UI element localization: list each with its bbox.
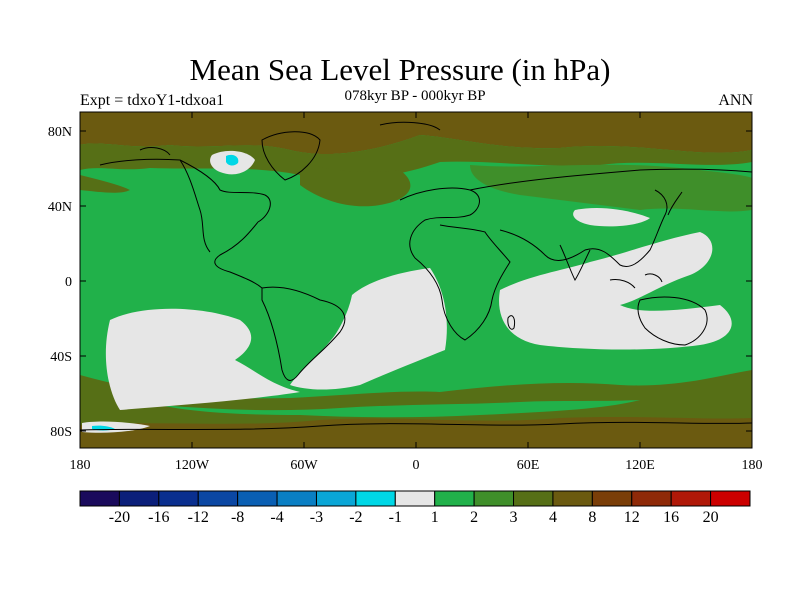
colorbar-swatch (394, 490, 436, 507)
colorbar: -20 -16 -12 -8 -4 -3 -2 -1 1 2 3 4 8 12 16 20 (79, 490, 751, 526)
colorbar-label: -8 (231, 509, 244, 526)
antarctic-brown-region (80, 417, 752, 448)
lon-tick-label: 60E (517, 458, 540, 473)
colorbar-swatch (710, 490, 751, 507)
colorbar-swatch (276, 490, 317, 507)
time-range-label: 078kyr BP - 000kyr BP (344, 88, 486, 104)
colorbar-swatch (591, 490, 633, 507)
colorbar-swatch (670, 490, 712, 507)
experiment-label: Expt = tdxoY1-tdxoa1 (80, 92, 225, 109)
lon-tick-label: 120W (175, 458, 210, 473)
colorbar-label: -16 (148, 509, 169, 526)
lat-tick-label: 40S (50, 350, 72, 365)
arctic-high-region (80, 112, 752, 155)
lon-tick-label: 180 (70, 458, 91, 473)
colorbar-label: 8 (588, 509, 596, 526)
season-label: ANN (718, 92, 753, 109)
map-title: Mean Sea Level Pressure (in hPa) (189, 52, 611, 87)
north-atlantic-olive (300, 160, 411, 207)
lon-tick-label: 120E (625, 458, 655, 473)
colorbar-label: -12 (188, 509, 209, 526)
colorbar-label: -1 (389, 509, 402, 526)
colorbar-label: 2 (470, 509, 478, 526)
colorbar-label: 12 (624, 509, 640, 526)
colorbar-swatch (355, 490, 396, 507)
greenland-cyan-core (226, 154, 239, 166)
colorbar-label: -4 (270, 509, 283, 526)
west-pacific-light-patch (573, 207, 650, 227)
coastlines (80, 121, 752, 431)
lon-tick-label: 0 (413, 458, 420, 473)
colorbar-swatch (197, 490, 239, 507)
colorbar-swatch (631, 490, 672, 507)
colorbar-swatch (552, 490, 593, 507)
colorbar-swatch (118, 490, 160, 507)
colorbar-label: -3 (310, 509, 323, 526)
colorbar-swatch (315, 490, 357, 507)
colorbar-label: 4 (549, 509, 557, 526)
colorbar-swatch (513, 490, 554, 507)
lat-tick-label: 80N (48, 125, 72, 140)
colorbar-label: 16 (663, 509, 679, 526)
latitude-axis: 80N 40N 0 40S 80S (48, 125, 752, 440)
colorbar-swatch (473, 490, 515, 507)
indian-ocean-light-region (499, 232, 732, 350)
colorbar-label: 3 (510, 509, 518, 526)
lat-tick-label: 40N (48, 200, 72, 215)
colorbar-swatch (158, 490, 199, 507)
colorbar-label: 20 (703, 509, 719, 526)
lat-tick-label: 0 (65, 275, 72, 290)
lat-tick-label: 80S (50, 425, 72, 440)
south-atlantic-light-region (290, 268, 447, 390)
colorbar-label: -20 (109, 509, 130, 526)
colorbar-label: 1 (431, 509, 439, 526)
north-pacific-olive (80, 175, 130, 193)
colorbar-swatch (434, 490, 475, 507)
asia-olive-region (470, 164, 752, 212)
south-pacific-light-region (105, 308, 300, 410)
map-field (80, 112, 752, 448)
lon-tick-label: 60W (290, 458, 318, 473)
lon-tick-label: 180 (742, 458, 763, 473)
southern-green-strip (160, 400, 640, 418)
colorbar-swatch (79, 490, 120, 507)
longitude-axis: 180 120W 60W 0 60E 120E 180 (70, 112, 763, 473)
colorbar-swatch (237, 490, 278, 507)
colorbar-label: -2 (349, 509, 362, 526)
